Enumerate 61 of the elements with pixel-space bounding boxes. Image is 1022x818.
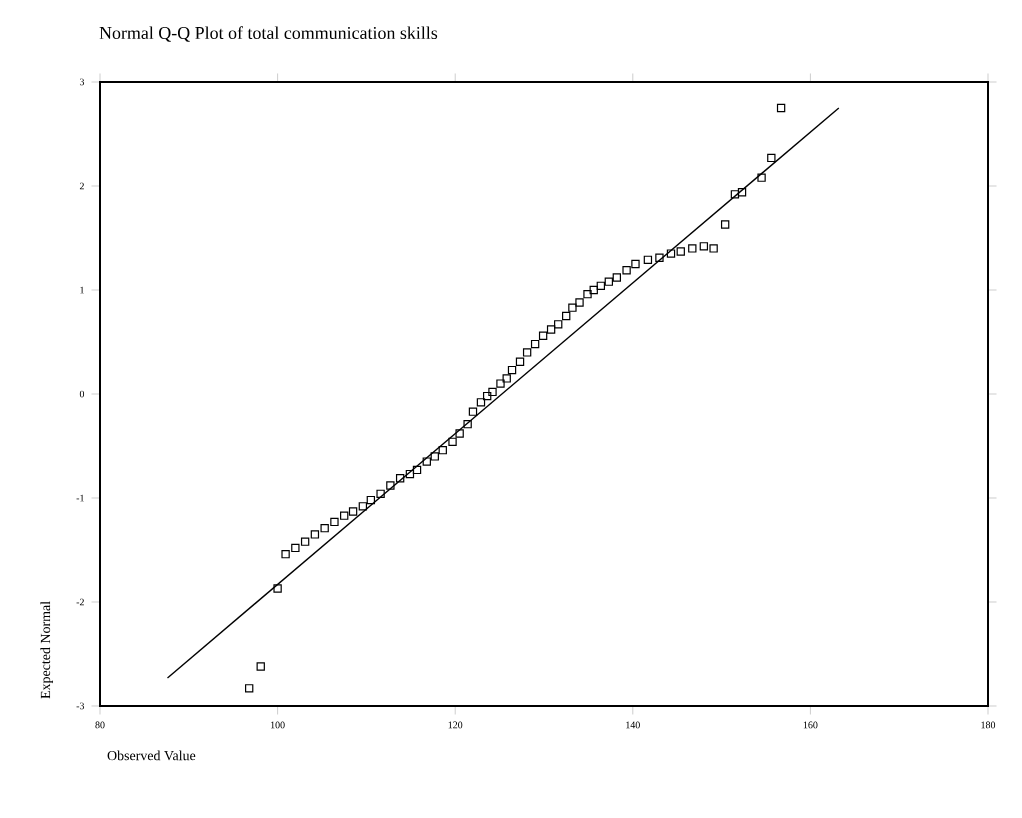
- point: [676, 247, 685, 256]
- point: [643, 255, 653, 265]
- point: [538, 331, 548, 340]
- point: [281, 549, 290, 559]
- point: [386, 481, 395, 490]
- point: [348, 507, 358, 516]
- point: [767, 153, 776, 163]
- point: [709, 244, 718, 253]
- point: [405, 469, 415, 479]
- point: [631, 259, 640, 269]
- point: [522, 348, 532, 357]
- point: [655, 253, 664, 262]
- point: [699, 242, 709, 251]
- point: [688, 244, 697, 253]
- point: [530, 339, 540, 349]
- point: [757, 173, 766, 182]
- point: [320, 523, 329, 533]
- point: [468, 407, 478, 416]
- point: [291, 543, 300, 553]
- point: [476, 398, 486, 407]
- point: [589, 285, 598, 295]
- point: [612, 273, 622, 282]
- point: [583, 289, 592, 299]
- point: [430, 452, 439, 461]
- point: [730, 190, 740, 199]
- point: [496, 379, 505, 388]
- point: [776, 103, 786, 113]
- point: [666, 249, 676, 258]
- point: [376, 489, 385, 499]
- point: [366, 495, 376, 505]
- point: [310, 530, 320, 539]
- point: [422, 457, 431, 466]
- point: [737, 188, 747, 197]
- point: [604, 277, 614, 286]
- point: [720, 220, 730, 229]
- point: [412, 465, 422, 475]
- point: [463, 419, 472, 429]
- point: [554, 320, 563, 329]
- point: [562, 311, 571, 321]
- point: [546, 325, 556, 334]
- point: [568, 303, 577, 312]
- point: [455, 429, 464, 438]
- point: [330, 517, 339, 527]
- point: [507, 365, 517, 375]
- point: [502, 374, 511, 383]
- point: [438, 445, 447, 455]
- chart-title: Normal Q-Q Plot of total communication skills: [99, 26, 438, 42]
- point: [482, 391, 492, 401]
- point: [273, 584, 282, 593]
- point: [256, 662, 265, 671]
- point: [448, 437, 457, 447]
- point: [358, 502, 368, 511]
- point: [300, 537, 310, 546]
- point: [596, 281, 606, 291]
- point: [488, 387, 497, 397]
- point: [622, 266, 631, 275]
- point: [395, 474, 405, 483]
- point: [245, 684, 254, 693]
- point: [515, 357, 525, 366]
- point: [340, 511, 349, 520]
- point: [575, 298, 584, 307]
